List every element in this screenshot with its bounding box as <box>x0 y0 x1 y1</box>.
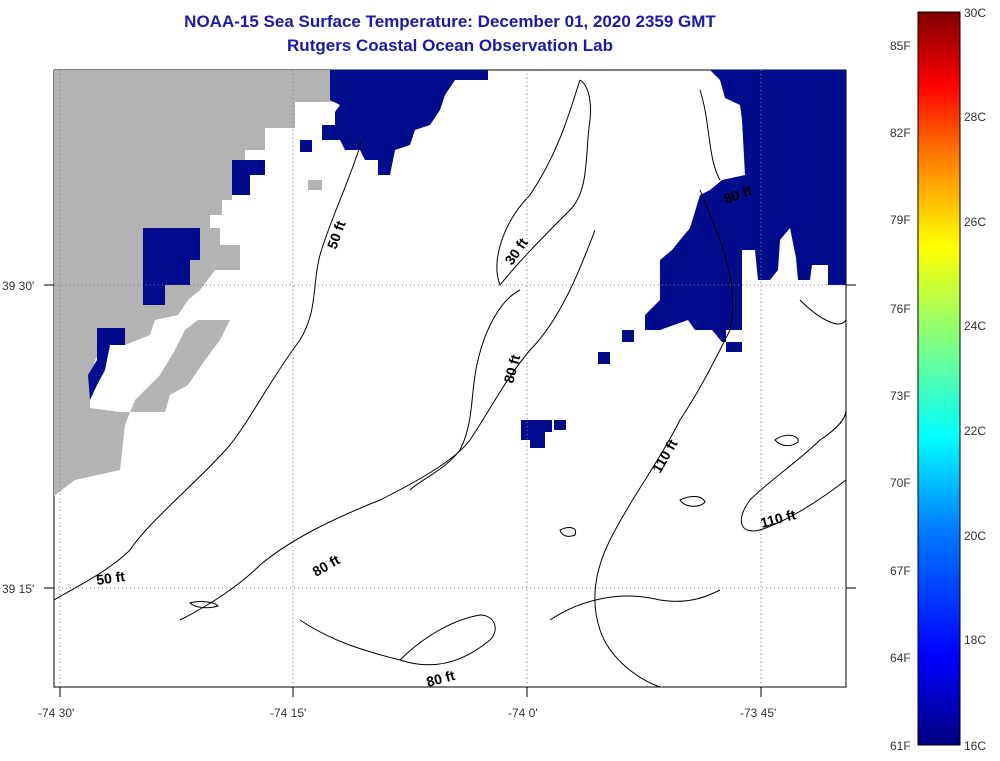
colorbar-label-f: 61F <box>890 739 911 753</box>
sst-patch-north <box>322 70 488 175</box>
contour-label-80ft-d: 80 ft <box>425 667 457 690</box>
colorbar-label-c: 18C <box>964 633 986 647</box>
sst-pixel <box>622 330 634 342</box>
contour-50ft-west <box>53 139 363 601</box>
colorbar-label-c: 22C <box>964 424 986 438</box>
sst-pixel <box>300 140 312 152</box>
colorbar-label-c: 28C <box>964 110 986 124</box>
colorbar-label-f: 82F <box>890 126 911 140</box>
sst-pixel <box>598 352 610 364</box>
x-tick-label: -73 45' <box>740 706 776 720</box>
land-patch <box>308 180 322 190</box>
sst-patch-south <box>521 420 552 448</box>
contour-110ft <box>594 189 734 688</box>
colorbar-label-f: 76F <box>890 302 911 316</box>
map-title: NOAA-15 Sea Surface Temperature: Decembe… <box>184 12 716 31</box>
contour-island-c <box>189 601 219 609</box>
colorbar-label-c: 20C <box>964 529 986 543</box>
bathymetry-contours <box>53 79 847 688</box>
x-tick-label: -74 15' <box>270 706 306 720</box>
colorbar-label-c: 24C <box>964 319 986 333</box>
y-tick-label: 39 15' <box>2 582 34 596</box>
sst-patch-coast2 <box>143 228 200 305</box>
colorbar-label-c: 30C <box>964 6 986 20</box>
contour-label-80ft-a: 80 ft <box>500 353 523 385</box>
sst-patch-coast1 <box>232 160 265 195</box>
contour-30ft <box>496 79 591 286</box>
y-tick-label: 39 30' <box>2 279 34 293</box>
contour-island-b <box>774 434 799 447</box>
tick-marks <box>44 284 856 697</box>
colorbar-label-f: 64F <box>890 651 911 665</box>
colorbar-label-f: 85F <box>890 39 911 53</box>
grid-lines <box>54 70 846 687</box>
sst-pixel <box>554 420 566 430</box>
contour-label-50ft-b: 50 ft <box>95 568 126 588</box>
contour-80ft-south2 <box>549 589 721 621</box>
sst-pixels <box>88 70 846 448</box>
contour-island-a <box>679 496 706 507</box>
colorbar-celsius: 30C 28C 26C 24C 22C 20C 18C 16C <box>964 6 986 753</box>
colorbar-label-c: 16C <box>964 739 986 753</box>
contour-80ft-south <box>299 614 496 666</box>
colorbar-label-f: 67F <box>890 564 911 578</box>
colorbar <box>917 11 961 746</box>
colorbar-label-f: 73F <box>890 389 911 403</box>
colorbar-label-f: 79F <box>890 213 911 227</box>
contour-east-a <box>699 89 721 181</box>
land-mass <box>54 70 335 496</box>
colorbar-fahrenheit: 85F 82F 79F 76F 73F 70F 67F 64F 61F <box>890 39 911 753</box>
contour-east-b <box>799 299 847 325</box>
contour-island-d <box>559 527 577 537</box>
colorbar-label-f: 70F <box>890 476 911 490</box>
contour-110ft-east <box>740 409 847 532</box>
sst-patch-east <box>645 70 846 352</box>
colorbar-label-c: 26C <box>964 215 986 229</box>
contour-80ft-mid <box>179 229 596 621</box>
x-tick-label: -74 0' <box>508 706 538 720</box>
x-tick-label: -74 30' <box>38 706 74 720</box>
contour-80ft-inner <box>409 289 521 491</box>
sst-patch-coast3 <box>88 328 125 400</box>
map-subtitle: Rutgers Coastal Ocean Observation Lab <box>287 36 613 55</box>
